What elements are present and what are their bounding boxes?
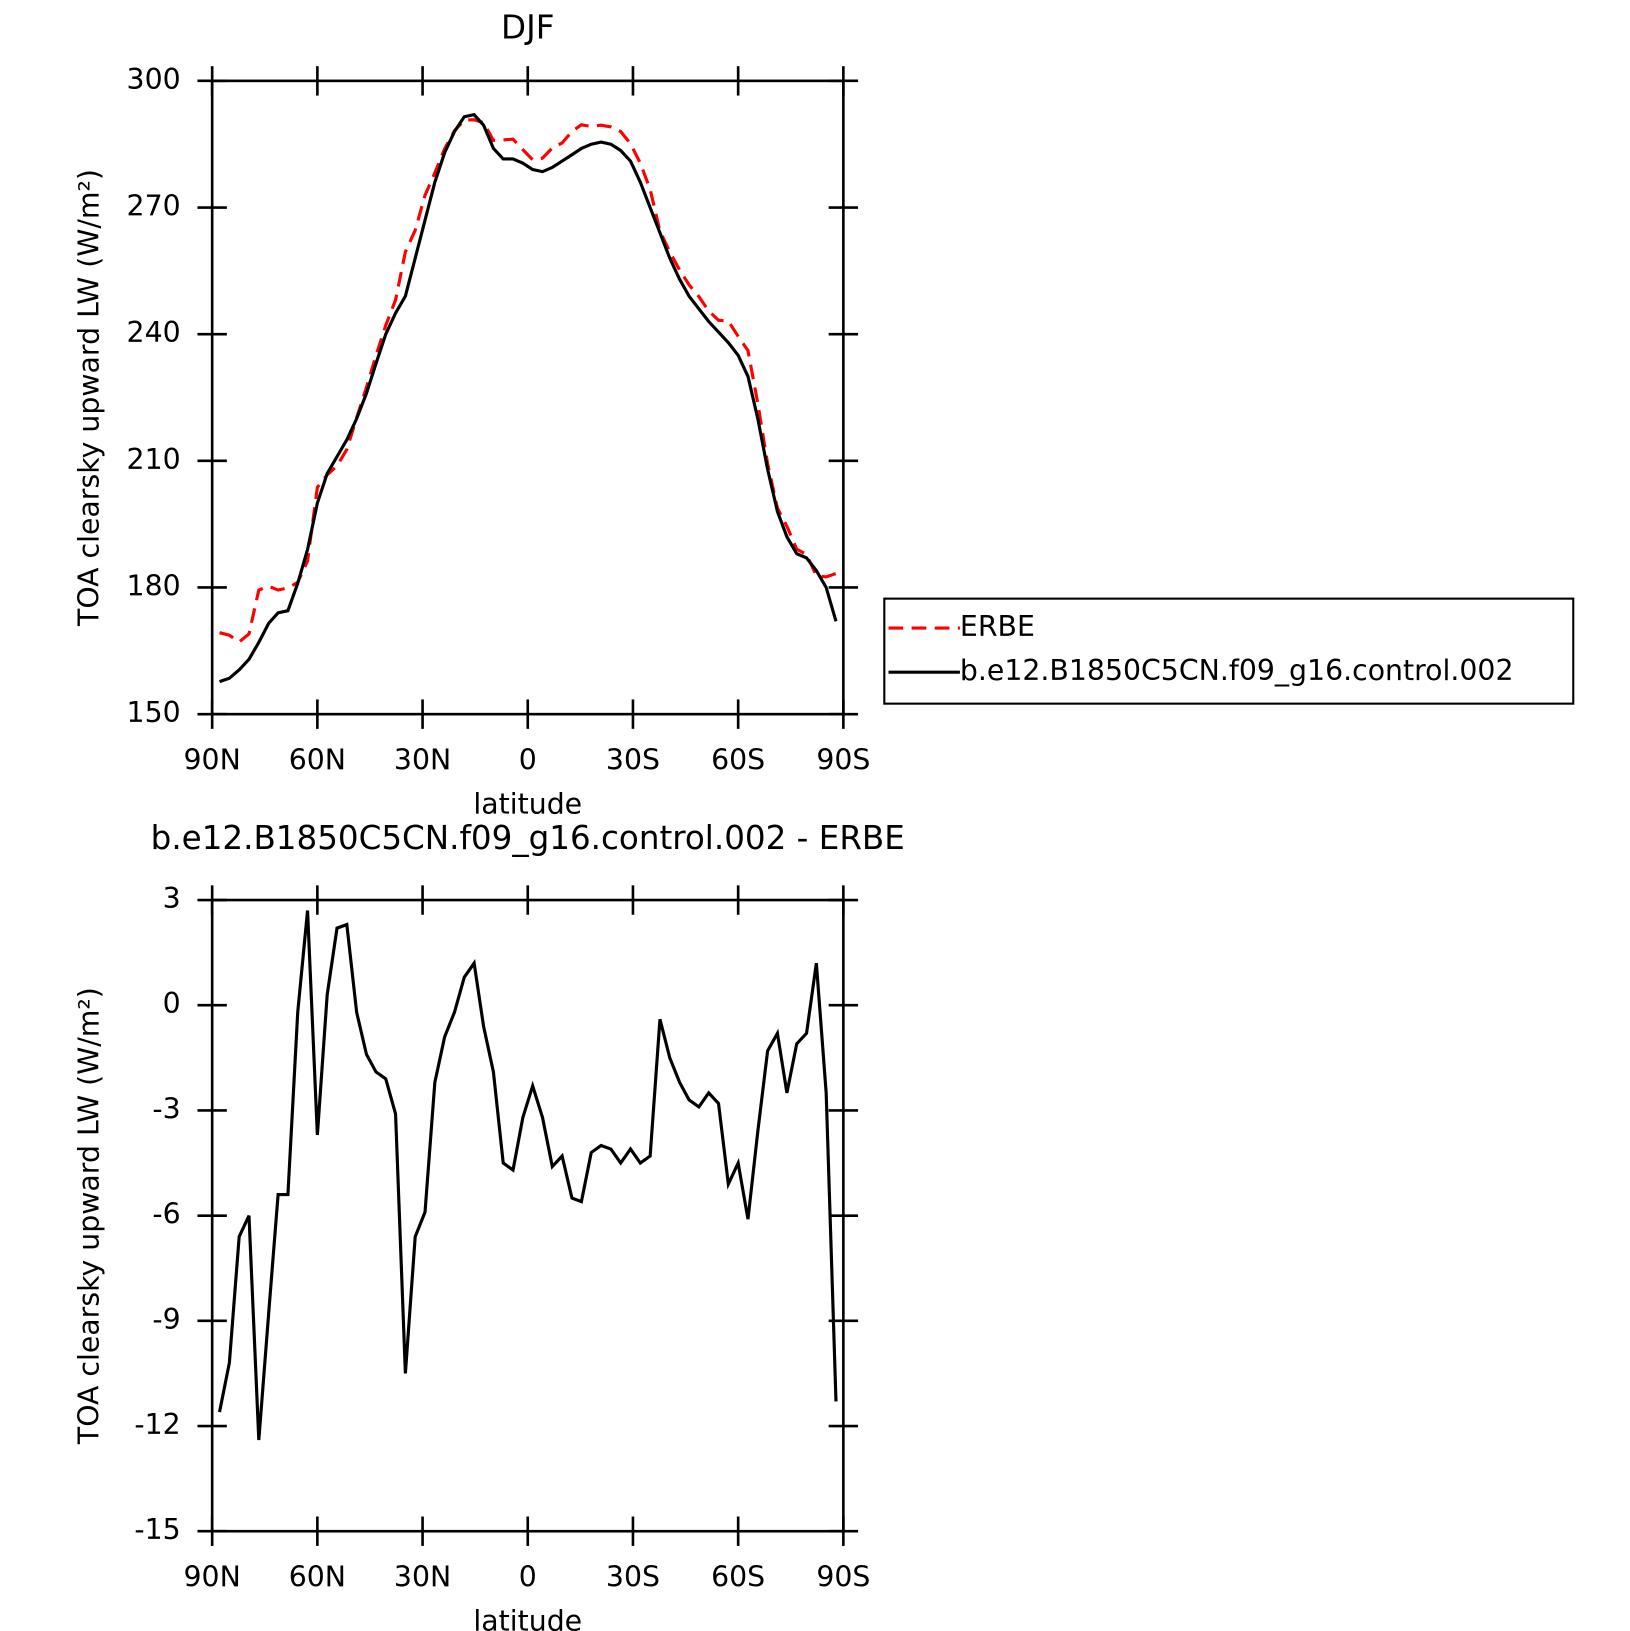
x-tick-label: 60S [711,743,765,776]
x-tick-label: 60S [711,1560,765,1593]
y-tick-label: -9 [152,1303,180,1336]
y-tick-label: 150 [127,696,181,729]
y-tick-label: -15 [134,1513,180,1546]
chart-title: DJF [501,8,554,46]
data-line [219,112,838,684]
x-tick-label: 60N [289,1560,346,1593]
legend-label: ERBE [960,610,1035,643]
y-tick-label: 270 [127,190,181,223]
y-tick-label: 180 [127,569,181,602]
y-tick-label: -12 [134,1408,180,1441]
y-tick-label: -6 [152,1198,180,1231]
chart-title: b.e12.B1850C5CN.f09_g16.control.002 - ER… [151,819,905,857]
x-tick-label: 90N [184,1560,241,1593]
y-axis-label: TOA clearsky upward LW (W/m²) [72,169,105,627]
legend-box [883,597,1575,705]
x-tick-label: 90S [816,1560,870,1593]
x-tick-label: 30N [394,1560,451,1593]
y-tick-label: 240 [127,316,181,349]
y-axis-label: TOA clearsky upward LW (W/m²) [72,987,105,1445]
x-tick-label: 90S [816,743,870,776]
y-tick-label: 210 [127,443,181,476]
x-tick-label: 30S [606,743,660,776]
x-tick-label: 60N [289,743,346,776]
legend-label: b.e12.B1850C5CN.f09_g16.control.002 [960,654,1514,687]
y-tick-label: 3 [163,882,181,915]
x-axis-label: latitude [473,1605,582,1631]
y-tick-label: 300 [127,63,181,96]
y-tick-label: -3 [152,1092,180,1125]
x-tick-label: 90N [184,743,241,776]
data-line [219,118,837,644]
data-line [217,910,838,1441]
x-tick-label: 0 [519,743,537,776]
x-axis-label: latitude [473,788,582,821]
y-tick-label: 0 [163,987,181,1020]
x-tick-label: 30N [394,743,451,776]
x-tick-label: 0 [519,1560,537,1593]
x-tick-label: 30S [606,1560,660,1593]
plot-frame [210,79,845,716]
